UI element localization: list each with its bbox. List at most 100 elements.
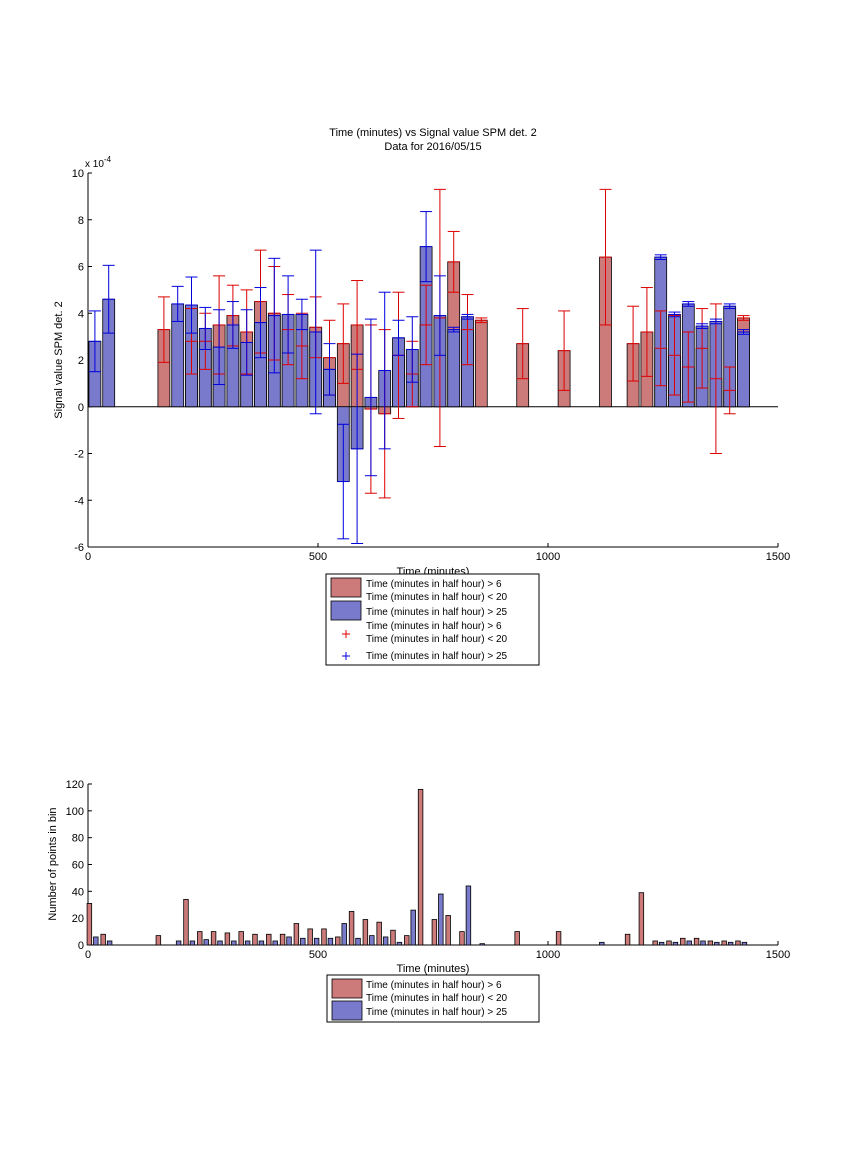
bar: [327, 937, 334, 946]
chart2-legend-swatch-blue: [331, 1000, 363, 1021]
y-tick-label: 80: [72, 833, 84, 845]
chart1-legend: Time (minutes in half hour) > 6 Time (mi…: [325, 573, 540, 666]
x-tick-label: 1500: [766, 949, 790, 961]
bar: [474, 319, 488, 408]
bar: [438, 893, 444, 946]
bar: [624, 933, 631, 946]
y-tick-label: 0: [78, 402, 84, 414]
chart1-ylabel: Signal value SPM det. 2: [53, 301, 65, 418]
y-tick-label: 20: [72, 913, 84, 925]
bar: [658, 941, 665, 946]
chart1-plot-area: 0 500 1000 1500 -6 -4 -2 0 2 4 6 8 10: [72, 168, 790, 563]
y-tick-label: 40: [72, 886, 84, 898]
bar: [707, 940, 714, 946]
chart1-legend-marker-label-red-2: Time (minutes in half hour) < 20: [366, 634, 508, 645]
chart2-legend-label-blue: Time (minutes in half hour) > 25: [366, 1007, 508, 1018]
bar: [210, 931, 217, 946]
bar: [321, 928, 327, 946]
bar: [376, 921, 382, 946]
y-tick-label: 2: [78, 355, 84, 367]
bar: [666, 940, 672, 946]
x-tick-label: 500: [309, 949, 327, 961]
bar: [404, 935, 410, 946]
bar: [231, 940, 237, 946]
chart2-plot-area: 0 500 1000 1500 0 20 40 60 80 100 120: [66, 779, 791, 961]
bar: [417, 788, 424, 946]
bar: [652, 940, 658, 946]
bar: [189, 940, 196, 946]
bar: [447, 329, 461, 408]
bar: [252, 933, 258, 946]
bar: [735, 940, 741, 946]
bar: [197, 931, 203, 946]
x-tick-label: 0: [85, 551, 91, 563]
bar: [307, 928, 313, 946]
bar: [93, 936, 99, 946]
y-tick-label: -6: [74, 542, 84, 554]
chart1-legend-marker-label-blue: Time (minutes in half hour) > 25: [366, 651, 508, 662]
bar: [224, 932, 231, 946]
bar: [465, 885, 472, 946]
bar: [203, 939, 209, 946]
bar: [272, 940, 278, 946]
y-tick-label: 60: [72, 860, 84, 872]
y-tick-label: 8: [78, 215, 84, 227]
bar: [355, 937, 361, 946]
bar: [555, 931, 562, 946]
bar: [286, 936, 292, 946]
chart1-legend-swatch-blue: [330, 600, 362, 621]
bar: [293, 923, 300, 946]
y-tick-label: 120: [66, 779, 84, 791]
y-tick-label: -4: [74, 495, 84, 507]
bar: [431, 919, 438, 946]
x-tick-label: 1500: [766, 551, 790, 563]
y-tick-label: 6: [78, 262, 84, 274]
signal-chart: Time (minutes) vs Signal value SPM det. …: [53, 127, 790, 666]
chart1-legend-label-red-1: Time (minutes in half hour) > 6: [366, 579, 502, 590]
bar: [445, 915, 451, 946]
chart1-legend-label-blue: Time (minutes in half hour) > 25: [366, 607, 508, 618]
bar: [672, 941, 679, 946]
y-tick-label: 10: [72, 168, 84, 180]
chart2-legend-label-red-2: Time (minutes in half hour) < 20: [366, 993, 508, 1004]
x-tick-label: 1000: [536, 949, 560, 961]
bar: [410, 909, 416, 946]
bar: [86, 903, 93, 946]
bar: [313, 937, 320, 946]
bar: [279, 933, 286, 946]
y-tick-label: 4: [78, 308, 84, 320]
chart2-legend-label-red-1: Time (minutes in half hour) > 6: [366, 980, 502, 991]
chart1-subtitle: Data for 2016/05/15: [384, 141, 481, 153]
x-tick-label: 500: [309, 551, 327, 563]
chart1-title: Time (minutes) vs Signal value SPM det. …: [329, 127, 536, 139]
bar: [721, 940, 727, 946]
bar: [362, 919, 369, 946]
chart1-legend-marker-label-red-1: Time (minutes in half hour) > 6: [366, 621, 502, 632]
bar: [217, 940, 223, 946]
bar: [382, 936, 389, 946]
bar: [258, 940, 265, 946]
chart1-legend-marker-red: [342, 630, 350, 638]
chart2-legend: Time (minutes in half hour) > 6 Time (mi…: [326, 974, 540, 1023]
bar: [244, 940, 251, 946]
bar: [106, 940, 113, 946]
bar: [238, 931, 244, 946]
bar: [479, 943, 485, 946]
bar: [686, 940, 692, 946]
bar: [300, 937, 306, 946]
chart2-xlabel: Time (minutes): [397, 963, 470, 975]
x-tick-label: 1000: [536, 551, 560, 563]
bar: [183, 898, 189, 946]
bar: [514, 931, 520, 946]
bar: [266, 933, 272, 946]
bar: [341, 923, 347, 946]
bar: [700, 940, 706, 946]
count-chart: 0 500 1000 1500 0 20 40 60 80 100 120 Time (minute…: [47, 779, 791, 1023]
bar: [348, 911, 355, 946]
bar: [175, 940, 182, 946]
chart1-legend-label-red-2: Time (minutes in half hour) < 20: [366, 592, 508, 603]
bar: [335, 936, 341, 946]
chart1-legend-box: [325, 573, 540, 666]
y-tick-label: -2: [74, 449, 84, 461]
